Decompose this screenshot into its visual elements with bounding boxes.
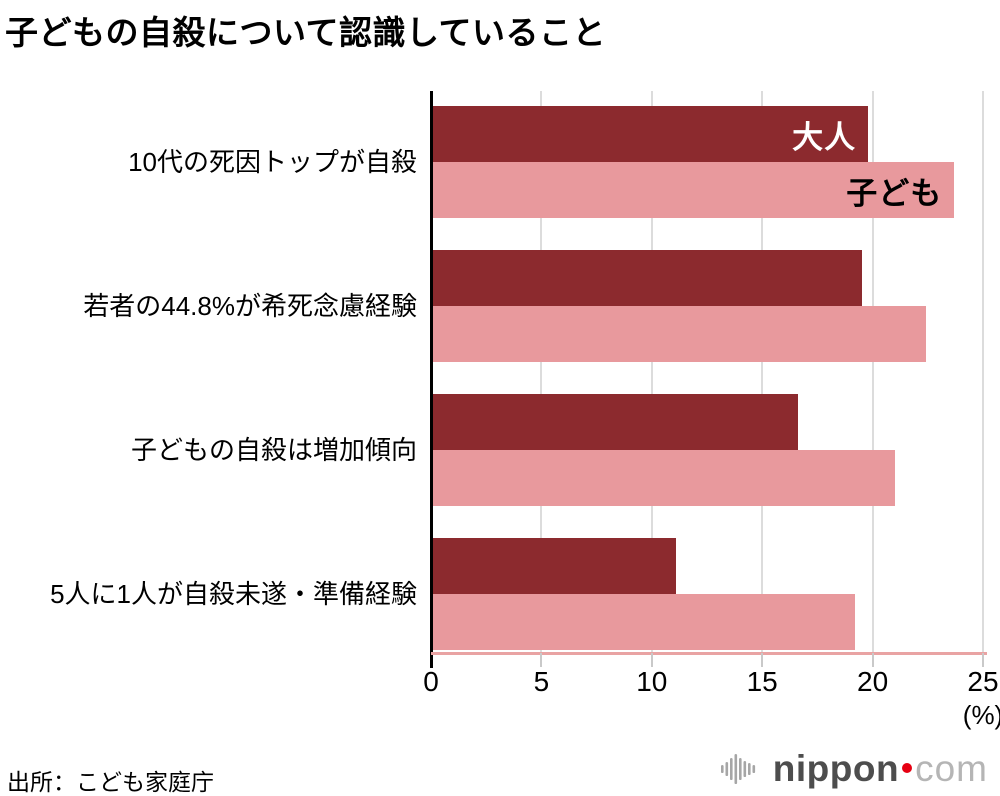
category-label: 10代の死因トップが自殺 — [128, 147, 417, 177]
x-tick — [982, 653, 984, 667]
bar-大人 — [431, 250, 862, 306]
bar-大人: 大人 — [431, 106, 869, 162]
bar-group — [431, 394, 983, 506]
series-label: 子ども — [846, 175, 943, 211]
category-label: 5人に1人が自殺未遂・準備経験 — [50, 579, 417, 609]
x-tick-label: 25 — [967, 666, 999, 697]
logo-brand-text: nippon — [772, 748, 900, 789]
bar-group: 大人子ども — [431, 106, 983, 218]
gridline-20 — [871, 91, 874, 653]
x-tick — [650, 653, 653, 667]
x-tick — [871, 653, 874, 667]
x-axis-baseline — [431, 652, 987, 655]
gridline-5 — [540, 91, 543, 653]
x-tick-label: 15 — [746, 666, 778, 697]
gridline-15 — [761, 91, 764, 653]
bar-子ども — [431, 450, 895, 506]
source-note: 出所：こども家庭庁 — [7, 769, 214, 795]
y-axis-line — [430, 91, 433, 668]
bar-group — [431, 538, 983, 650]
bar-group — [431, 250, 983, 362]
x-tick — [761, 653, 764, 667]
category-label: 若者の44.8%が希死念慮経験 — [83, 291, 417, 321]
bar-大人 — [431, 538, 677, 594]
bar-子ども — [431, 306, 926, 362]
x-tick-label: 20 — [857, 666, 889, 697]
logo-tld-text: com — [915, 748, 988, 789]
gridline-10 — [650, 91, 653, 653]
x-axis-unit-label: (%) — [962, 700, 1000, 730]
x-tick-label: 5 — [533, 666, 550, 697]
gridline-25 — [982, 91, 984, 653]
x-tick — [540, 653, 543, 667]
logo-red-dot — [902, 763, 913, 773]
chart-title: 子どもの自殺について認識していること — [5, 14, 607, 51]
x-tick-label: 0 — [423, 666, 439, 697]
nippon-com-logo: nippon com — [720, 748, 988, 790]
bar-子ども — [431, 594, 855, 650]
bar-大人 — [431, 394, 798, 450]
sound-wave-icon — [720, 754, 755, 784]
category-label: 子どもの自殺は増加傾向 — [130, 435, 417, 465]
x-tick-label: 10 — [636, 666, 668, 697]
series-label: 大人 — [792, 119, 857, 155]
plot-area: 大人子ども — [431, 91, 984, 653]
bar-子ども: 子ども — [431, 162, 955, 218]
